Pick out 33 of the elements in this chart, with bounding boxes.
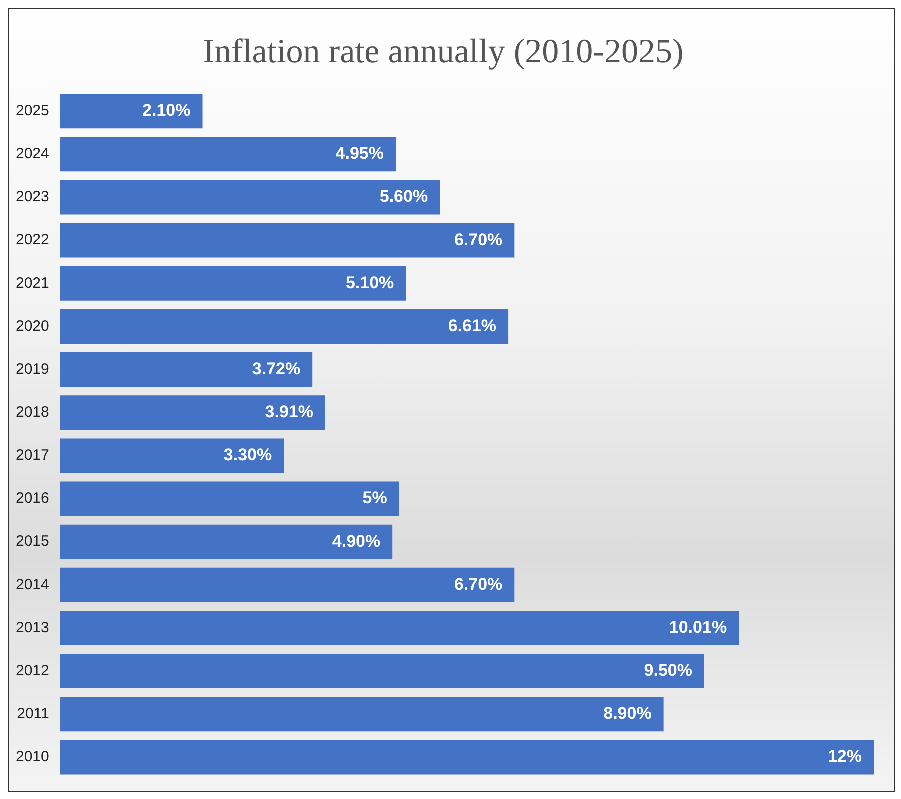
data-label: 5.60% [380,187,428,206]
data-label: 6.70% [454,574,503,594]
data-label: 3.72% [252,359,301,378]
y-tick-label: 2021 [16,274,50,292]
y-tick-label: 2018 [16,404,50,422]
y-tick-label: 2010 [16,748,50,766]
data-label: 6.61% [448,316,497,336]
y-tick-label: 2016 [16,490,50,508]
y-tick-label: 2015 [16,533,50,550]
data-label: 5% [362,488,388,508]
data-label: 3.30% [224,446,272,465]
chart-title: Inflation rate annually (2010-2025) [203,33,684,70]
y-tick-label: 2025 [16,102,50,120]
data-label: 8.90% [604,704,652,724]
data-label: 9.50% [644,661,692,680]
y-tick-label: 2022 [16,232,50,249]
data-label: 4.95% [336,144,384,164]
y-tick-label: 2013 [16,619,50,636]
data-label: 3.91% [265,402,314,422]
data-label: 6.70% [454,230,503,250]
y-tick-label: 2019 [16,360,50,378]
data-label: 10.01% [669,618,728,637]
data-label: 5.10% [346,273,394,292]
data-label: 4.90% [332,532,381,551]
y-tick-label: 2023 [16,188,50,206]
y-tick-label: 2024 [16,146,50,163]
data-label: 12% [828,747,862,766]
y-tick-label: 2020 [16,318,50,335]
y-tick-label: 2017 [16,447,50,464]
y-tick-label: 2011 [17,706,50,723]
y-tick-label: 2014 [16,576,50,594]
data-label: 2.10% [142,101,191,120]
y-tick-label: 2012 [16,662,50,680]
